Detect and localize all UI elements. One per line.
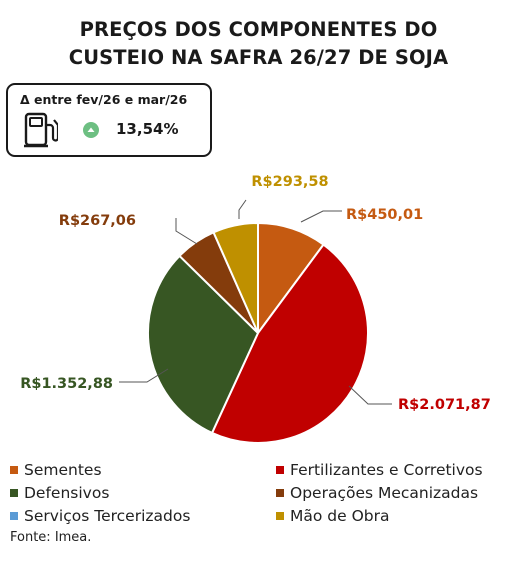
legend-item: Fertilizantes e Corretivos: [276, 461, 483, 479]
legend-swatch: [276, 466, 284, 474]
data-label: R$450,01: [346, 207, 423, 223]
legend-item: Operações Mecanizadas: [276, 484, 478, 502]
price-change-label: Δ entre fev/26 e mar/26: [20, 92, 188, 107]
price-change-value: 13,54%: [116, 120, 179, 138]
legend-swatch: [276, 489, 284, 497]
price-change-box: Δ entre fev/26 e mar/26 13,54%: [6, 83, 212, 157]
leader-line: [175, 218, 198, 245]
legend-label: Operações Mecanizadas: [290, 484, 479, 502]
legend-swatch: [10, 466, 18, 474]
leader-line: [238, 199, 247, 219]
data-label: R$293,58: [251, 174, 328, 190]
legend-swatch: [10, 489, 18, 497]
legend-label: Defensivos: [24, 484, 110, 502]
fuel-pump-icon: [24, 112, 58, 148]
legend-label: Sementes: [24, 461, 102, 479]
pie-slice-mao-de-obra: [212, 221, 259, 334]
legend-label: Mão de Obra: [290, 507, 390, 525]
legend-item: Mão de Obra: [276, 507, 390, 525]
legend-label: Serviços Tercerizados: [24, 507, 191, 525]
leader-line: [300, 210, 342, 223]
legend-item: Defensivos: [10, 484, 109, 502]
pie-slice-defensivos: [147, 254, 260, 435]
data-label: R$1.352,88: [20, 376, 113, 392]
legend-swatch: [10, 512, 18, 520]
data-label: R$2.071,87: [398, 397, 491, 413]
pie-slice-sementes: [257, 221, 325, 337]
legend-item: Sementes: [10, 461, 102, 479]
chart-title-line-1: PREÇOS DOS COMPONENTES DO: [79, 18, 438, 41]
chart-title-line-2: CUSTEIO NA SAFRA 26/27 DE SOJA: [68, 46, 449, 69]
leader-line: [119, 368, 169, 383]
legend-item: Serviços Tercerizados: [10, 507, 190, 525]
chart-title: PREÇOS DOS COMPONENTES DO CUSTEIO NA SAF…: [0, 16, 517, 72]
legend-label: Fertilizantes e Corretivos: [290, 461, 483, 479]
legend-swatch: [276, 512, 284, 520]
arrow-up-circle-icon: [83, 122, 99, 138]
data-label: R$267,06: [59, 213, 136, 229]
leader-line: [348, 385, 392, 405]
source-note: Fonte: Imea.: [10, 530, 92, 545]
